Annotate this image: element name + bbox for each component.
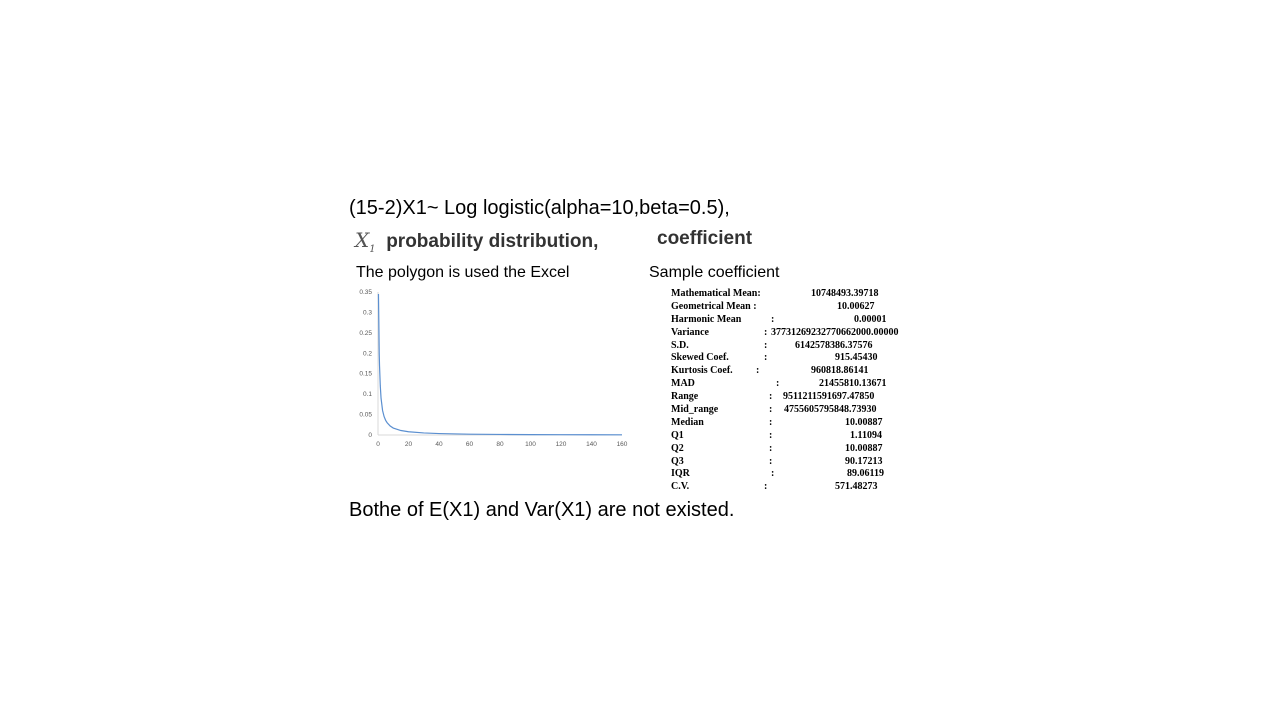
stat-value: 10.00627 [837,300,875,312]
stat-name: Mathematical Mean: [671,288,761,299]
stat-row: Harmonic Mean: 0.00001 [671,314,921,327]
x-tick-label: 160 [617,441,628,448]
x-tick-label: 120 [556,441,567,448]
probability-distribution-label: probability distribution, [386,231,599,252]
stat-value: 960818.86141 [811,365,869,377]
footer-note: Bothe of E(X1) and Var(X1) are not exist… [349,499,735,521]
sample-coefficient-label: Sample coefficient [649,264,780,281]
stat-row: Range:9511211591697.47850 [671,391,921,404]
density-series-line [377,294,623,436]
stat-name: Mid_range [671,404,719,416]
stat-separator: : [769,455,773,467]
stat-value: 6142578386.37576 [795,339,873,351]
y-tick-label: 0.15 [359,371,372,378]
x1-symbol: X1 [355,228,376,255]
y-tick-label: 0.1 [363,391,372,398]
stat-row: Q2: 10.00887 [671,443,921,456]
stat-value: 37731269232770662000.00000 [771,326,899,338]
polygon-label: The polygon is used the Excel [356,264,570,281]
stat-name: IQR [671,468,690,480]
stat-value: 0.00001 [854,313,887,325]
stat-name: Geometrical Mean : [671,300,757,312]
y-tick-label: 0.3 [363,309,372,316]
stat-name: Kurtosis Coef. [671,365,733,377]
coefficient-label: coefficient [657,228,753,249]
stat-separator: : [764,481,768,493]
stat-separator: : [769,416,773,428]
stat-separator: : [771,313,775,325]
y-tick-label: 0.25 [359,330,372,337]
stat-row: S.D.: 6142578386.37576 [671,340,921,353]
stat-value: 10748493.39718 [811,288,879,299]
y-tick-label: 0.2 [363,350,372,357]
stat-separator: : [769,429,773,441]
stat-name: Median [671,416,704,428]
stat-row: IQR: 89.06119 [671,468,921,481]
x-tick-label: 80 [496,441,504,448]
x-tick-label: 60 [466,441,474,448]
stat-row: Skewed Coef.: 915.45430 [671,352,921,365]
stat-row: MAD: 21455810.13671 [671,378,921,391]
stat-name: MAD [671,378,695,390]
stat-row: Mid_range:4755605795848.73930 [671,404,921,417]
stat-name: Skewed Coef. [671,352,729,364]
x-tick-label: 40 [435,441,443,448]
stat-value: 89.06119 [847,468,884,480]
stat-row: C.V.: 571.48273 [671,481,921,494]
slide-title: (15-2)X1~ Log logistic(alpha=10,beta=0.5… [349,197,730,219]
stat-name: C.V. [671,481,690,493]
stat-value: 10.00887 [845,442,883,454]
stats-table: Mathematical Mean: 10748493.39718 Geometri… [671,288,921,494]
stat-separator: : [771,468,775,480]
stat-value: 1.11094 [850,429,882,441]
stat-name: Variance [671,326,709,338]
x-tick-label: 0 [376,441,380,448]
stat-separator: : [769,442,773,454]
x-tick-label: 140 [586,441,597,448]
stat-separator: : [769,391,773,403]
stat-value: 21455810.13671 [819,378,887,390]
stat-separator: : [764,339,768,351]
subtitle-line: X1 probability distribution, coefficient [355,228,752,255]
stat-separator: : [764,352,768,364]
stat-name: Q3 [671,455,684,467]
stat-name: Harmonic Mean [671,313,742,325]
stat-value: 90.17213 [845,455,883,467]
stat-name: S.D. [671,339,689,351]
stat-separator: : [756,365,760,377]
stat-row: Q1: 1.11094 [671,430,921,443]
y-tick-label: 0.35 [359,289,372,296]
y-tick-label: 0 [368,432,372,439]
stat-row: Variance:37731269232770662000.00000 [671,327,921,340]
stat-row: Kurtosis Coef.: 960818.86141 [671,365,921,378]
stat-separator: : [764,326,768,338]
stat-name: Q2 [671,442,684,454]
stat-separator: : [769,404,773,416]
density-chart: 0 0.05 0.1 0.15 0.2 0.25 0.3 0.35 0 20 40 60 80 100 12… [359,289,628,448]
stat-value: 10.00887 [845,416,883,428]
stat-value: 9511211591697.47850 [783,391,875,403]
stat-name: Range [671,391,699,403]
stat-row: Median: 10.00887 [671,417,921,430]
stat-name: Q1 [671,429,684,441]
stat-separator: : [776,378,780,390]
stat-row: Q3: 90.17213 [671,456,921,469]
x-tick-label: 20 [405,441,413,448]
stat-value: 571.48273 [835,481,878,493]
y-tick-label: 0.05 [359,412,372,419]
stat-value: 915.45430 [835,352,878,364]
stat-value: 4755605795848.73930 [784,404,877,416]
x-tick-label: 100 [525,441,536,448]
stat-row: Mathematical Mean: 10748493.39718 [671,288,921,301]
stat-row: Geometrical Mean : 10.00627 [671,301,921,314]
